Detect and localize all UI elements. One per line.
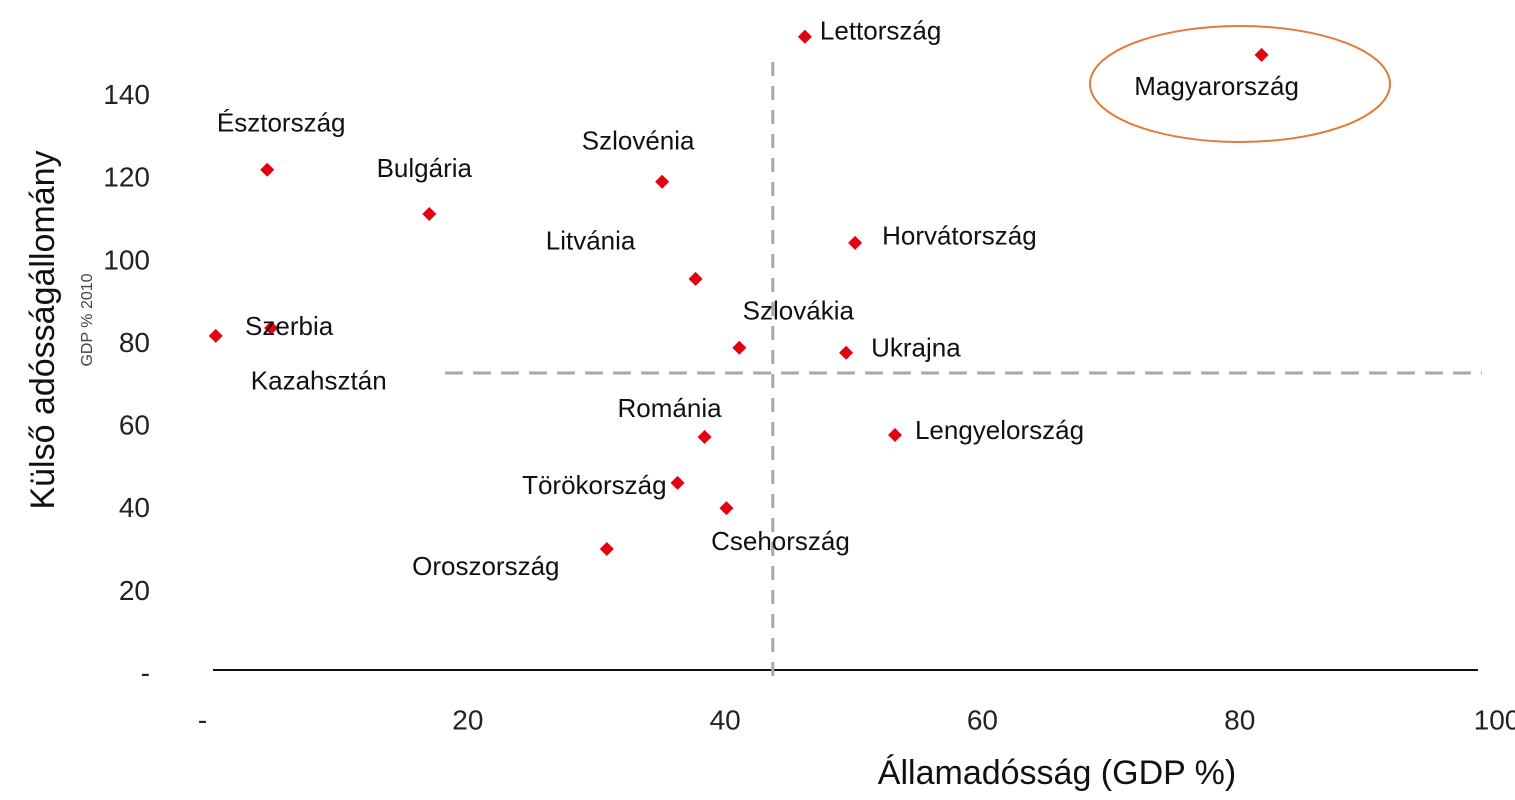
- point: [655, 174, 670, 189]
- point: [732, 340, 747, 355]
- point: [264, 320, 279, 335]
- point: [260, 162, 275, 177]
- point: [1254, 47, 1269, 62]
- y-tick-label: -: [141, 657, 150, 688]
- highlight-ellipse: [1089, 25, 1391, 143]
- point-label: Románia: [618, 393, 723, 423]
- x-tick-label: 60: [967, 704, 998, 735]
- point-label: Észtország: [217, 108, 346, 138]
- point: [839, 345, 854, 360]
- point: [670, 475, 685, 490]
- point-label: Oroszország: [412, 551, 559, 581]
- y-axis-title: Külső adósságállomány: [24, 150, 62, 509]
- point-label: Bulgária: [377, 153, 473, 183]
- point-label: Csehország: [711, 526, 850, 556]
- y-tick-label: 140: [103, 79, 150, 110]
- point-label: Lengyelország: [915, 415, 1084, 445]
- y-tick-label: 40: [119, 492, 150, 523]
- x-tick-label: 40: [710, 704, 741, 735]
- point-label: Lettország: [820, 16, 941, 46]
- point-label: Szlovákia: [743, 296, 855, 326]
- y-tick-label: 100: [103, 244, 150, 275]
- point-label: Horvátország: [882, 221, 1037, 251]
- point: [208, 328, 223, 343]
- y-tick-label: 80: [119, 327, 150, 358]
- point: [797, 29, 812, 44]
- point-label: Törökország: [522, 470, 667, 500]
- point-label: Ukrajna: [871, 333, 961, 363]
- point: [422, 206, 437, 221]
- point: [697, 430, 712, 445]
- point: [599, 541, 614, 556]
- point-label: Kazahsztán: [251, 366, 387, 396]
- y-axis-subtitle: GDP % 2010: [79, 273, 96, 366]
- x-axis-title: Államadósság (GDP %): [878, 754, 1236, 792]
- point-label: Magyarország: [1134, 71, 1299, 101]
- x-tick-label: 80: [1224, 704, 1255, 735]
- x-tick-label: -: [198, 704, 207, 735]
- point-label: Szlovénia: [582, 126, 695, 156]
- point: [848, 235, 863, 250]
- y-tick-label: 20: [119, 575, 150, 606]
- y-tick-label: 120: [103, 162, 150, 193]
- x-tick-label: 20: [452, 704, 483, 735]
- y-tick-label: 60: [119, 410, 150, 441]
- point: [688, 271, 703, 286]
- point-label: Szerbia: [245, 311, 334, 341]
- x-tick-label: 100: [1474, 704, 1515, 735]
- point: [887, 427, 902, 442]
- point: [719, 501, 734, 516]
- point-label: Litvánia: [546, 226, 636, 256]
